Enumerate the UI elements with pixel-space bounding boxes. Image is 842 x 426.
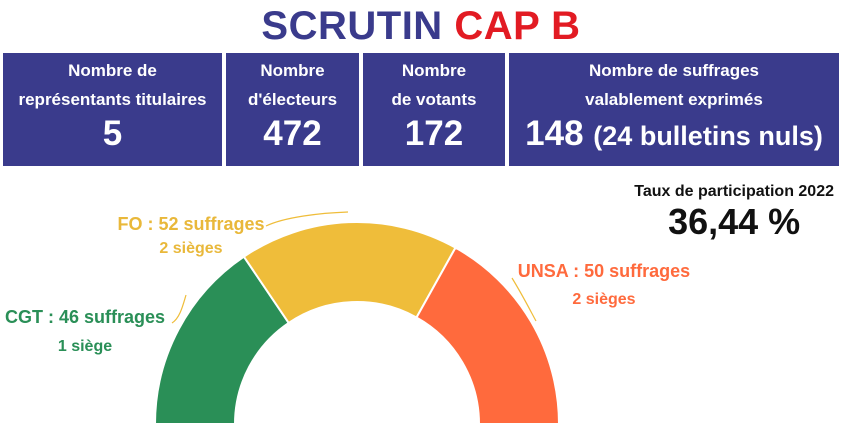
gauge-segment-unsa [415,246,561,425]
gauge-labels: CGT : 46 suffrages 1 siège FO : 52 suffrag… [5,211,690,355]
stat-extra: (24 bulletins nuls) [593,121,823,151]
stat-label: Nombre de suffrages valablement exprimés [585,61,763,109]
leader-line-fo [265,211,349,227]
gauge-segments [153,221,561,425]
stat-value: 472 [263,114,322,153]
participation-value: 36,44 % [668,201,801,242]
title-scrutin: SCRUTIN [261,4,443,48]
seats-cgt: 1 siège [58,338,112,355]
stat-label: Nombre de votants [391,61,477,109]
label-unsa: UNSA : 50 suffrages [518,261,690,281]
page-title: SCRUTIN CAP B [0,2,842,50]
stat-box-votants: Nombre de votants 172 [363,53,505,166]
leader-line-cgt [171,294,187,324]
label-fo: FO : 52 suffrages [117,214,264,234]
stat-label: Nombre de représentants titulaires [18,61,207,109]
stat-box-electeurs: Nombre d'électeurs 472 [226,53,359,166]
title-cap: CAP B [454,4,581,48]
stat-value: 148 [525,114,584,153]
stat-value: 172 [404,114,464,153]
stat-value: 5 [102,114,123,153]
label-cgt: CGT : 46 suffrages [5,307,165,327]
participation-label: Taux de participation 2022 [634,183,834,200]
stat-box-suffrages: Nombre de suffrages valablement exprimés… [509,53,839,166]
seats-unsa: 2 sièges [572,291,635,308]
participation-block: Taux de participation 2022 36,44 % [634,182,834,242]
leader-line-unsa [511,277,537,322]
stat-label: Nombre d'électeurs [247,61,338,109]
stat-box-representants: Nombre de représentants titulaires 5 [3,53,222,166]
stat-value-row: 148 (24 bulletins nuls) [509,114,839,156]
seats-fo: 2 sièges [159,240,222,257]
